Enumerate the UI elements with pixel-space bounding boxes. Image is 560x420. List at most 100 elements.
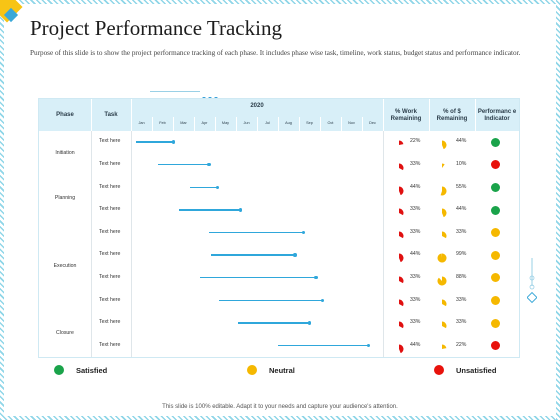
column-divider bbox=[429, 99, 430, 131]
money-remaining-value: 99% bbox=[456, 251, 467, 258]
satisfied-dot-icon bbox=[54, 365, 64, 375]
month-divider bbox=[236, 117, 237, 131]
timeline-bar bbox=[210, 253, 297, 257]
phase-label: Closure bbox=[56, 330, 74, 337]
column-divider bbox=[91, 131, 92, 357]
performance-indicator-dot bbox=[491, 205, 500, 215]
performance-indicator-dot bbox=[491, 273, 500, 283]
month-divider bbox=[257, 117, 258, 131]
work-remaining-value: 33% bbox=[410, 273, 421, 280]
money-remaining-pie bbox=[437, 318, 447, 336]
header-performance-indicator: Performanc e Indicator bbox=[477, 109, 517, 122]
footer-note: This slide is 100% editable. Adapt it to… bbox=[162, 404, 398, 410]
money-remaining-pie bbox=[437, 273, 447, 291]
month-label: Apr bbox=[201, 121, 208, 125]
money-remaining-value: 44% bbox=[456, 206, 467, 213]
money-remaining-value: 33% bbox=[456, 319, 467, 326]
header-task: Task bbox=[104, 112, 118, 118]
task-label: Text here bbox=[99, 138, 121, 145]
work-remaining-pie bbox=[394, 273, 404, 291]
month-divider bbox=[152, 117, 153, 131]
header-phase: Phase bbox=[56, 112, 74, 118]
phase-label: Execution bbox=[53, 262, 77, 269]
work-remaining-value: 33% bbox=[410, 296, 421, 303]
connector-line bbox=[150, 91, 200, 92]
performance-indicator-dot bbox=[491, 341, 500, 351]
month-label: Feb bbox=[159, 121, 166, 125]
performance-indicator-dot bbox=[491, 160, 500, 170]
money-remaining-pie bbox=[437, 296, 447, 314]
money-remaining-value: 33% bbox=[456, 296, 467, 303]
money-remaining-pie bbox=[437, 205, 447, 223]
work-remaining-value: 33% bbox=[410, 228, 421, 235]
legend-satisfied: Satisfied bbox=[76, 366, 108, 375]
money-remaining-value: 44% bbox=[456, 138, 467, 145]
side-decoration-icon bbox=[527, 258, 537, 304]
money-remaining-value: 88% bbox=[456, 273, 467, 280]
task-label: Text here bbox=[99, 341, 121, 348]
month-divider bbox=[278, 117, 279, 131]
month-label: Nov bbox=[348, 121, 355, 125]
page-title: Project Performance Tracking bbox=[30, 16, 282, 40]
month-label: Aug bbox=[285, 121, 292, 125]
border-decoration bbox=[556, 0, 560, 420]
header-year: 2020 bbox=[250, 103, 264, 109]
month-label: Jun bbox=[243, 121, 250, 125]
month-label: Jul bbox=[265, 121, 270, 125]
work-remaining-value: 44% bbox=[410, 183, 421, 190]
task-label: Text here bbox=[99, 296, 121, 303]
timeline-bar bbox=[158, 163, 212, 166]
money-remaining-pie bbox=[437, 341, 447, 359]
timeline-bar bbox=[189, 185, 220, 189]
money-remaining-value: 33% bbox=[456, 228, 467, 235]
work-remaining-pie bbox=[394, 318, 404, 336]
timeline-bar bbox=[238, 321, 312, 324]
page-description: Purpose of this slide is to show the pro… bbox=[30, 49, 521, 57]
money-remaining-value: 10% bbox=[456, 160, 467, 167]
task-label: Text here bbox=[99, 183, 121, 190]
column-divider bbox=[383, 131, 384, 357]
task-label: Text here bbox=[99, 228, 121, 235]
neutral-dot-icon bbox=[247, 365, 257, 375]
column-divider bbox=[131, 99, 132, 131]
work-remaining-value: 33% bbox=[410, 319, 421, 326]
month-label: Oct bbox=[327, 121, 334, 125]
money-remaining-pie bbox=[437, 160, 447, 178]
timeline-bar bbox=[219, 298, 324, 302]
phase-label: Initiation bbox=[55, 149, 75, 156]
work-remaining-pie bbox=[394, 296, 404, 314]
work-remaining-value: 44% bbox=[410, 251, 421, 258]
task-label: Text here bbox=[99, 319, 121, 326]
tracking-table: Phase Task 2020 % Work Remaining % of $ … bbox=[38, 98, 520, 358]
performance-indicator-dot bbox=[491, 137, 500, 147]
month-divider bbox=[299, 117, 300, 131]
column-divider bbox=[131, 131, 132, 357]
work-remaining-pie bbox=[394, 183, 404, 201]
money-remaining-value: 22% bbox=[456, 341, 467, 348]
timeline-bar bbox=[136, 140, 175, 144]
work-remaining-pie bbox=[394, 160, 404, 178]
timeline-bar bbox=[278, 343, 371, 347]
money-remaining-pie bbox=[437, 250, 447, 268]
money-remaining-value: 55% bbox=[456, 183, 467, 190]
phase-label: Planning bbox=[54, 194, 76, 201]
month-divider bbox=[362, 117, 363, 131]
month-divider bbox=[341, 117, 342, 131]
performance-indicator-dot bbox=[491, 228, 500, 238]
work-remaining-pie bbox=[394, 341, 404, 359]
legend-unsatisfied: Unsatisfied bbox=[456, 366, 497, 375]
border-decoration bbox=[0, 416, 560, 420]
work-remaining-value: 44% bbox=[410, 341, 421, 348]
month-divider bbox=[215, 117, 216, 131]
money-remaining-pie bbox=[437, 183, 447, 201]
month-label: Jan bbox=[138, 121, 145, 125]
table-header bbox=[39, 99, 519, 131]
month-label: Sep bbox=[306, 121, 313, 125]
month-label: Dec bbox=[369, 121, 376, 125]
work-remaining-pie bbox=[394, 137, 404, 155]
border-decoration bbox=[0, 0, 560, 4]
timeline-bar bbox=[208, 230, 305, 234]
timeline-bar bbox=[179, 208, 243, 211]
border-decoration bbox=[0, 0, 4, 420]
